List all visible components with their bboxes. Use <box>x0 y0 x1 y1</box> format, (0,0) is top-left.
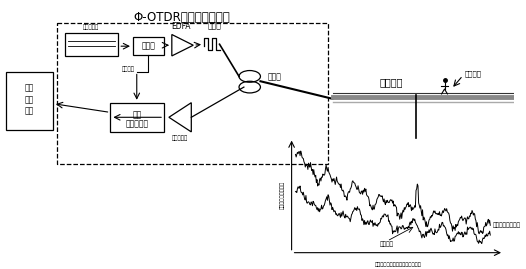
Text: 单元: 单元 <box>25 107 34 116</box>
Text: 入侵时的监测信号: 入侵时的监测信号 <box>492 222 520 228</box>
Bar <box>6 72 53 130</box>
Text: 中央: 中央 <box>25 83 34 92</box>
Text: 后向散射相干光强度: 后向散射相干光强度 <box>279 181 285 209</box>
Text: 埋设光羆: 埋设光羆 <box>379 77 403 87</box>
Text: 耦合器: 耦合器 <box>267 73 281 82</box>
Text: 入侵位置: 入侵位置 <box>465 70 482 77</box>
Text: 调制器: 调制器 <box>141 42 155 51</box>
Text: 处理: 处理 <box>25 95 34 104</box>
Text: EDFA: EDFA <box>171 22 190 31</box>
Bar <box>57 23 328 164</box>
Bar <box>65 33 118 56</box>
Text: 后向散射相干光沿光羆的传输时间: 后向散射相干光沿光羆的传输时间 <box>375 262 421 267</box>
Text: 相减结果: 相减结果 <box>380 241 394 247</box>
Text: Φ-OTDR光源及解调系统: Φ-OTDR光源及解调系统 <box>133 11 230 24</box>
Text: 高速: 高速 <box>132 111 141 119</box>
Text: 宿带激光器: 宿带激光器 <box>83 24 99 30</box>
Text: 同步触发: 同步触发 <box>122 67 135 72</box>
Bar <box>110 103 164 132</box>
Text: 光电探测器: 光电探测器 <box>171 136 188 141</box>
Text: 数据采集卡: 数据采集卡 <box>125 119 148 128</box>
Text: 光脉冲: 光脉冲 <box>208 22 221 31</box>
Bar <box>133 37 164 55</box>
